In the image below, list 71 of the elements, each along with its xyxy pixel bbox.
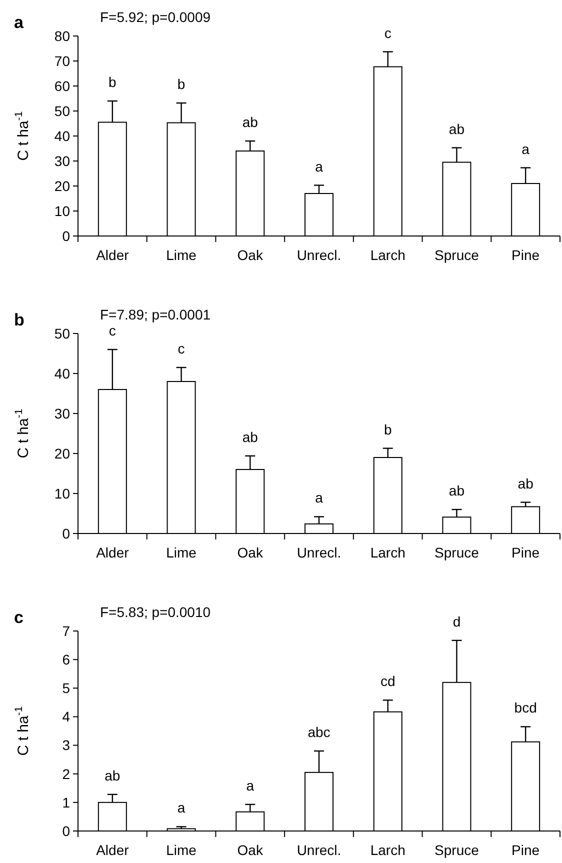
x-tick-label: Pine — [512, 544, 540, 560]
x-tick-label: Larch — [370, 842, 406, 858]
x-tick-label: Larch — [370, 247, 406, 263]
y-tick-label: 80 — [54, 28, 70, 44]
x-tick-label: Unrecl. — [296, 842, 342, 858]
text: c — [14, 608, 24, 627]
annotation: a — [315, 158, 324, 174]
chart-title: F=5.92; p=0.0009 — [100, 9, 211, 25]
annotation: a — [177, 800, 186, 816]
x-tick-label: Larch — [370, 544, 406, 560]
y-tick-label: 70 — [54, 52, 70, 69]
x-tick-label: Pine — [512, 842, 540, 858]
chart-title: F=5.83; p=0.0010 — [100, 604, 211, 620]
annotation: ab — [448, 482, 465, 498]
x-tick-label: Alder — [96, 544, 130, 560]
y-tick-label: 20 — [54, 178, 70, 194]
x-tick-label: Unrecl. — [296, 247, 342, 263]
y-tick-label: 50 — [54, 325, 70, 342]
y-tick-label: 7 — [62, 622, 70, 639]
annotation: ab — [518, 475, 534, 492]
annotation: b — [108, 74, 117, 90]
x-tick-label: Lime — [166, 842, 197, 858]
annotation: bcd — [514, 700, 537, 716]
y-tick-label: 5 — [62, 680, 70, 696]
x-tick-label: Alder — [96, 247, 130, 263]
x-tick-label: Lime — [166, 247, 197, 263]
y-tick-label: 60 — [54, 78, 70, 94]
text: a — [14, 13, 24, 32]
y-tick-label: 40 — [54, 128, 70, 144]
y-tick-label: 30 — [54, 152, 70, 169]
annotation: b — [384, 421, 392, 438]
x-tick-label: Pine — [512, 247, 540, 263]
x-tick-label: Spruce — [434, 544, 480, 560]
x-tick-label: Oak — [237, 842, 264, 858]
annotation: abc — [308, 724, 330, 740]
y-tick-label: 2 — [62, 766, 70, 782]
y-tick-label: 0 — [62, 525, 70, 542]
annotation: ab — [448, 120, 465, 137]
y-tick-label: 1 — [62, 794, 70, 810]
x-tick-label: Oak — [237, 247, 264, 263]
annotation: a — [315, 490, 324, 506]
annotation: cd — [380, 673, 396, 690]
annotation: ab — [104, 767, 120, 784]
chart-title: F=7.89; p=0.0001 — [100, 306, 211, 322]
y-tick-label: 4 — [62, 708, 70, 725]
x-tick-label: Spruce — [434, 247, 480, 263]
y-tick-label: 40 — [54, 365, 70, 382]
y-tick-label: 0 — [62, 228, 70, 244]
annotation: b — [177, 76, 186, 92]
annotation: a — [522, 140, 530, 157]
y-tick-label: 50 — [54, 102, 70, 119]
y-tick-label: 3 — [62, 737, 70, 754]
x-tick-label: Oak — [237, 544, 264, 560]
x-tick-label: Unrecl. — [296, 544, 342, 560]
y-tick-label: 6 — [62, 651, 70, 668]
annotation: c — [384, 24, 392, 41]
annotation: ab — [242, 114, 258, 130]
annotation: c — [108, 322, 116, 338]
y-tick-label: 10 — [54, 485, 70, 502]
y-tick-label: 0 — [62, 822, 70, 839]
y-tick-label: 10 — [54, 202, 70, 219]
text: b — [14, 310, 24, 330]
annotation: d — [452, 613, 461, 630]
annotation: c — [178, 340, 185, 356]
x-tick-label: Spruce — [434, 842, 480, 858]
x-tick-label: Alder — [96, 842, 130, 858]
annotation: a — [246, 777, 254, 794]
y-tick-label: 30 — [54, 405, 70, 422]
x-tick-label: Lime — [166, 544, 197, 560]
annotation: ab — [242, 428, 258, 445]
y-tick-label: 20 — [54, 445, 70, 462]
